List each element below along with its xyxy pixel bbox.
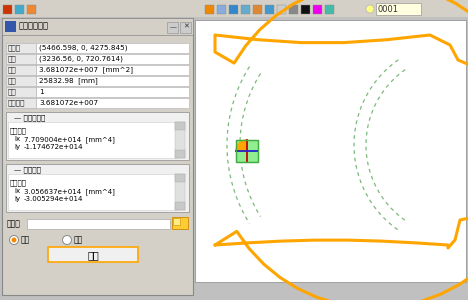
Bar <box>36 43 189 53</box>
Text: Ix: Ix <box>14 188 20 194</box>
Bar <box>6 76 36 86</box>
Bar <box>36 98 189 108</box>
Text: 参考点: 参考点 <box>8 45 21 51</box>
Text: 密度: 密度 <box>8 89 17 95</box>
Bar <box>6 87 36 97</box>
Bar <box>6 98 36 108</box>
Bar <box>2 18 193 35</box>
Bar <box>2 18 193 295</box>
Circle shape <box>12 238 16 242</box>
Bar <box>6 112 189 160</box>
Text: 面积: 面积 <box>8 67 17 73</box>
Bar <box>175 122 185 130</box>
Circle shape <box>63 236 72 244</box>
Bar <box>265 5 274 14</box>
Text: -1.174672e+014: -1.174672e+014 <box>24 144 83 150</box>
Bar <box>167 22 178 33</box>
Bar <box>3 5 12 14</box>
Bar <box>36 76 189 86</box>
Text: 1: 1 <box>39 89 44 95</box>
Bar <box>0 0 468 17</box>
Text: 确定: 确定 <box>87 250 99 260</box>
Bar <box>175 174 185 182</box>
Text: 附加: 附加 <box>74 236 83 244</box>
Bar <box>175 122 185 158</box>
Bar <box>376 3 421 15</box>
Bar <box>8 174 177 210</box>
Text: 周长: 周长 <box>8 78 17 84</box>
Text: — 参考点惯性: — 参考点惯性 <box>14 114 45 121</box>
Bar <box>325 5 334 14</box>
Bar <box>205 5 214 14</box>
Bar <box>217 5 226 14</box>
Text: 形心: 形心 <box>8 56 17 62</box>
Text: 到文件: 到文件 <box>7 220 21 229</box>
Bar <box>236 140 258 162</box>
Text: 7.709004e+014  [mm^4]: 7.709004e+014 [mm^4] <box>24 136 115 143</box>
Bar <box>6 65 36 75</box>
Bar <box>48 247 138 262</box>
Text: 3.681072e+007: 3.681072e+007 <box>39 100 98 106</box>
Bar <box>229 5 238 14</box>
Text: 查询面积属性: 查询面积属性 <box>19 22 49 31</box>
Bar <box>180 22 191 33</box>
Bar <box>6 54 36 64</box>
Text: 0001: 0001 <box>378 4 399 14</box>
Bar <box>5 21 16 32</box>
Text: — 质心惯性: — 质心惯性 <box>14 166 41 172</box>
Bar <box>27 219 170 229</box>
Bar <box>289 5 298 14</box>
Text: (5466.598, 0, 4275.845): (5466.598, 0, 4275.845) <box>39 45 127 51</box>
Bar <box>277 5 286 14</box>
Text: ✕: ✕ <box>183 24 189 30</box>
Bar <box>15 5 24 14</box>
Text: Ix: Ix <box>14 136 20 142</box>
Text: —: — <box>169 24 176 30</box>
Circle shape <box>9 236 19 244</box>
Text: 面积质量: 面积质量 <box>8 100 25 106</box>
Bar <box>236 140 258 162</box>
Polygon shape <box>236 140 247 151</box>
Bar <box>27 5 36 14</box>
Text: Iy: Iy <box>14 144 20 150</box>
Bar <box>175 202 185 210</box>
Text: 25832.98  [mm]: 25832.98 [mm] <box>39 78 98 84</box>
Text: 转动惯量: 转动惯量 <box>10 127 27 134</box>
Bar <box>301 5 310 14</box>
Text: (3236.56, 0, 720.7614): (3236.56, 0, 720.7614) <box>39 56 123 62</box>
Bar <box>172 217 188 229</box>
Bar <box>36 65 189 75</box>
Text: 转动惯量: 转动惯量 <box>10 179 27 186</box>
Bar <box>6 164 189 212</box>
Bar <box>6 43 36 53</box>
Text: Iy: Iy <box>14 196 20 202</box>
Text: -3.005294e+014: -3.005294e+014 <box>24 196 83 202</box>
Bar <box>173 218 180 225</box>
Circle shape <box>366 5 374 13</box>
Bar <box>36 87 189 97</box>
Bar <box>8 122 177 158</box>
Bar <box>195 20 466 282</box>
Bar <box>175 174 185 210</box>
Text: 3.681072e+007  [mm^2]: 3.681072e+007 [mm^2] <box>39 67 133 73</box>
Bar <box>175 150 185 158</box>
Text: 重写: 重写 <box>21 236 30 244</box>
Bar <box>241 5 250 14</box>
Bar <box>313 5 322 14</box>
Bar <box>253 5 262 14</box>
Text: 3.056637e+014  [mm^4]: 3.056637e+014 [mm^4] <box>24 188 115 195</box>
Bar <box>36 54 189 64</box>
